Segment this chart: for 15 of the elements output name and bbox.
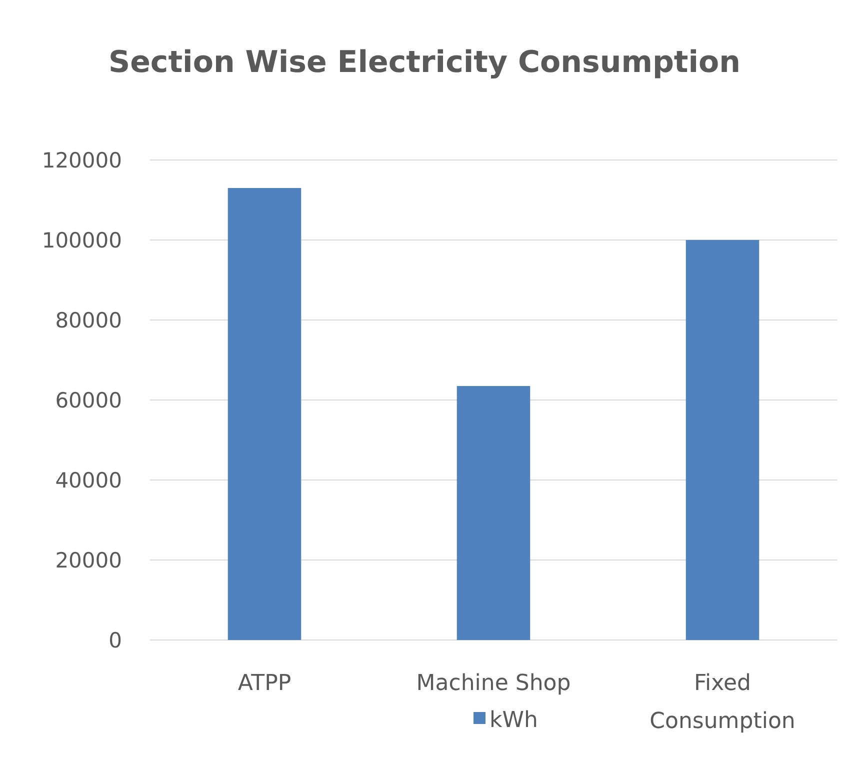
x-tick-label: Fixed Consumption: [650, 671, 796, 734]
chart-title: Section Wise Electricity Consumption: [108, 45, 741, 80]
bar: [686, 240, 760, 640]
x-tick-label: ATPP: [238, 671, 292, 696]
y-tick-label: 120000: [42, 148, 122, 172]
legend-label: kWh: [490, 708, 538, 734]
bar: [456, 386, 530, 640]
bar: [228, 188, 302, 640]
y-tick-label: 20000: [55, 548, 122, 572]
y-tick-label: 40000: [55, 468, 122, 492]
y-tick-label: 100000: [42, 228, 122, 252]
y-tick-label: 60000: [55, 388, 122, 412]
y-tick-label: 0: [108, 628, 122, 652]
y-tick-label: 80000: [55, 308, 122, 332]
x-tick-label: Machine Shop: [416, 671, 571, 696]
